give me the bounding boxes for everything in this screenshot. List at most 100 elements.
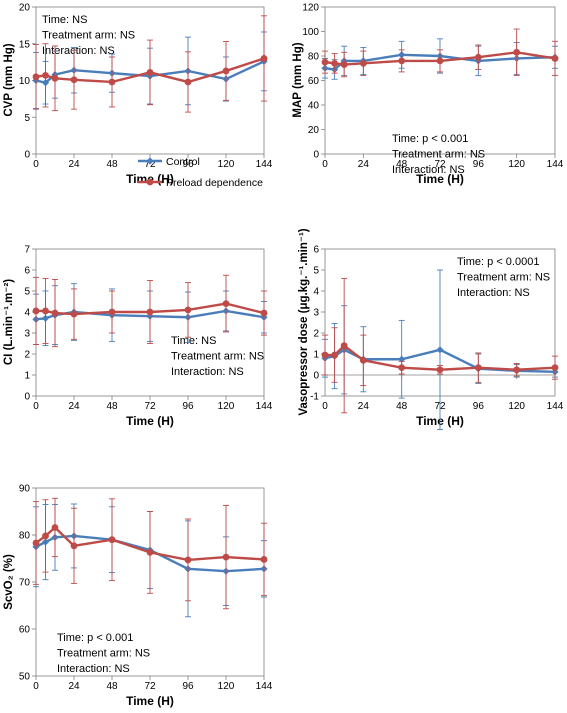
- y-tick-label: 70: [19, 578, 31, 589]
- x-tick-label: 144: [547, 159, 564, 170]
- y-tick-label: 5: [24, 113, 30, 124]
- data-point: [184, 306, 192, 314]
- x-tick-label: 120: [218, 401, 235, 412]
- y-tick-label: 60: [308, 76, 320, 87]
- y-tick-label: 0: [24, 150, 30, 161]
- annotation-text: Treatment arm: NS: [392, 149, 485, 161]
- series-preload-dependence: [32, 497, 268, 610]
- x-tick-label: 72: [434, 159, 446, 170]
- y-tick-label: 0: [313, 371, 319, 382]
- y-tick-label: 100: [302, 27, 319, 38]
- data-point: [146, 548, 154, 556]
- data-point: [551, 364, 559, 372]
- data-point: [32, 539, 40, 547]
- data-point: [436, 57, 444, 65]
- data-point: [340, 342, 348, 349]
- annotation-text: Treatment arm: NS: [57, 648, 150, 660]
- data-point: [70, 76, 78, 84]
- data-point: [551, 55, 559, 62]
- y-tick-label: 6: [24, 266, 30, 277]
- x-tick-label: 72: [144, 681, 156, 692]
- x-tick-label: 24: [358, 401, 370, 412]
- data-point: [222, 300, 230, 307]
- x-tick-label: 48: [106, 401, 118, 412]
- data-point: [146, 69, 154, 76]
- y-axis-title: MAP (mm Hg): [292, 42, 304, 117]
- y-tick-label: 5: [313, 266, 319, 277]
- series-preload-dependence: [321, 28, 559, 78]
- data-point: [321, 58, 329, 66]
- data-point: [51, 74, 59, 82]
- data-point: [436, 366, 444, 374]
- data-point: [513, 48, 521, 56]
- data-point: [260, 55, 268, 62]
- data-point: [331, 351, 338, 359]
- x-tick-label: 24: [358, 159, 370, 170]
- x-tick-label: 120: [218, 681, 235, 692]
- data-point: [42, 307, 49, 315]
- x-tick-label: 96: [473, 401, 485, 412]
- data-point: [184, 78, 192, 86]
- y-tick-label: 15: [19, 39, 31, 50]
- y-axis-title: CVP (mm Hg): [3, 43, 15, 116]
- x-tick-label: 72: [144, 159, 156, 170]
- x-tick-label: 0: [322, 401, 328, 412]
- legend-item: Control: [138, 156, 200, 168]
- legend-marker: [146, 157, 154, 165]
- x-axis-title: Time (H): [126, 414, 174, 428]
- annotation-text: Interaction: NS: [57, 663, 130, 675]
- chart-ci: 0 1 2 3 4 5 6 7 0 24 48 72 96 120 144 Time (H) CI (L.min…: [3, 245, 273, 429]
- y-axis-title: Vasopressor dose (μg.kg.⁻¹.min⁻¹): [298, 228, 310, 415]
- legend-label: Preload dependence: [166, 177, 263, 189]
- x-tick-label: 48: [396, 159, 408, 170]
- x-tick-label: 144: [256, 159, 273, 170]
- x-tick-label: 120: [218, 159, 235, 170]
- series-preload-dependence: [32, 15, 268, 113]
- y-tick-label: 7: [24, 245, 30, 256]
- annotation-text: Treatment arm: NS: [42, 30, 135, 42]
- y-tick-label: 60: [19, 625, 31, 636]
- y-tick-label: 1: [24, 371, 30, 382]
- data-point: [436, 346, 444, 354]
- x-tick-label: 24: [68, 401, 80, 412]
- annotation-text: Interaction: NS: [392, 164, 465, 176]
- data-point: [260, 556, 268, 563]
- y-tick-label: 2: [24, 350, 30, 361]
- data-point: [51, 309, 59, 317]
- y-tick-label: 4: [313, 287, 319, 298]
- annotation-text: Time: NS: [42, 14, 87, 26]
- data-point: [146, 308, 154, 316]
- y-tick-label: 5: [24, 287, 30, 298]
- data-point: [513, 366, 521, 374]
- annotation-text: Treatment arm: NS: [457, 272, 550, 284]
- data-point: [321, 351, 329, 359]
- annotation-text: Time: p < 0.0001: [457, 256, 539, 268]
- y-tick-label: 4: [24, 308, 30, 319]
- y-axis-title: CI (L.min⁻¹.m⁻²): [3, 279, 15, 365]
- x-tick-label: 24: [68, 159, 80, 170]
- data-point: [70, 310, 78, 318]
- data-point: [359, 59, 367, 67]
- data-point: [42, 71, 49, 79]
- x-tick-label: 72: [144, 401, 156, 412]
- y-tick-label: 10: [19, 76, 31, 87]
- legend-item: Preload dependence: [138, 177, 263, 189]
- x-tick-label: 0: [33, 681, 39, 692]
- data-point: [474, 53, 482, 61]
- data-point: [222, 553, 230, 561]
- data-point: [42, 532, 49, 540]
- x-axis-title: Time (H): [416, 172, 464, 186]
- x-tick-label: 48: [106, 681, 118, 692]
- y-tick-label: 1: [313, 350, 319, 361]
- y-tick-label: 20: [308, 125, 320, 136]
- x-axis-title: Time (H): [126, 694, 174, 708]
- annotation-text: Interaction: NS: [42, 45, 115, 57]
- data-point: [32, 73, 40, 81]
- annotation-text: Treatment arm: NS: [171, 351, 264, 363]
- x-tick-label: 144: [547, 401, 564, 412]
- annotation-text: Time: p < 0.001: [57, 632, 133, 644]
- y-tick-label: 20: [19, 3, 31, 14]
- y-tick-label: 0: [313, 150, 319, 161]
